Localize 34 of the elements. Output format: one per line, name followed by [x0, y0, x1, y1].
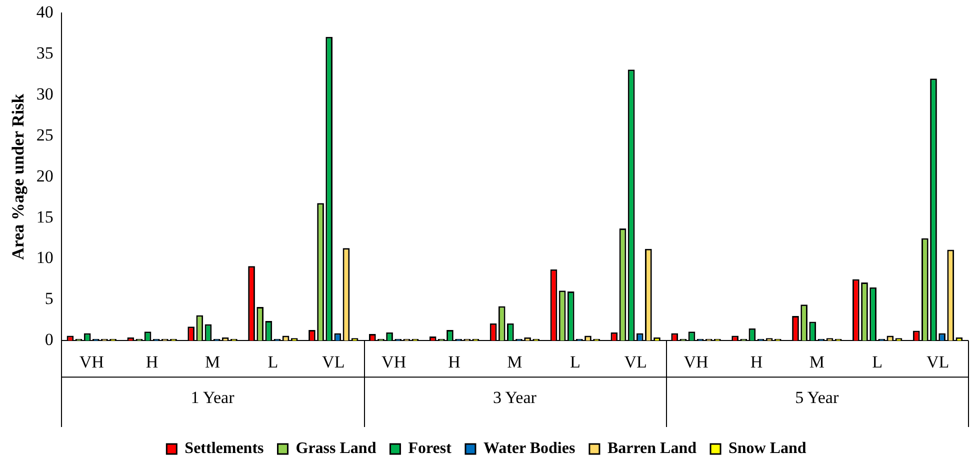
- x-tick-label: VH: [79, 352, 104, 372]
- y-tick-label: 10: [36, 248, 54, 268]
- x-tick-label: VL: [624, 352, 647, 372]
- text: 3 Year: [492, 388, 537, 408]
- x-tick-label: L: [268, 352, 278, 372]
- legend-label: Forest: [408, 440, 452, 458]
- x-tick-label: H: [750, 352, 763, 372]
- x-tick-label: M: [809, 352, 824, 372]
- legend-label: Water Bodies: [483, 440, 576, 458]
- x-tick-label: H: [146, 352, 158, 372]
- y-tick-label: 40: [36, 2, 54, 22]
- x-tick-label: M: [507, 352, 522, 372]
- y-tick-label: 25: [36, 125, 54, 144]
- legend-label: Barren Land: [607, 440, 697, 458]
- text: 1 Year: [190, 388, 235, 408]
- y-axis-title: Area %age under Risk: [8, 93, 28, 260]
- legend-label: Snow Land: [728, 440, 806, 458]
- y-tick-label: 35: [36, 44, 54, 63]
- x-tick-label: H: [448, 352, 460, 372]
- x-tick-label: L: [872, 352, 883, 372]
- y-tick-label: 5: [44, 289, 54, 308]
- y-tick-label: 20: [36, 166, 54, 186]
- y-tick-label: 0: [44, 330, 54, 350]
- x-tick-label: VL: [926, 352, 950, 372]
- x-tick-label: VL: [322, 352, 345, 372]
- x-tick-label: VH: [382, 352, 406, 372]
- x-tick-label: M: [204, 352, 220, 372]
- y-tick-label: 30: [36, 84, 54, 104]
- legend-label: Grass Land: [296, 440, 376, 458]
- x-tick-label: VH: [684, 352, 708, 372]
- legend-label: Settlements: [184, 440, 264, 458]
- text: 5 Year: [795, 388, 839, 408]
- x-tick-label: L: [570, 352, 580, 372]
- y-tick-label: 15: [36, 207, 54, 226]
